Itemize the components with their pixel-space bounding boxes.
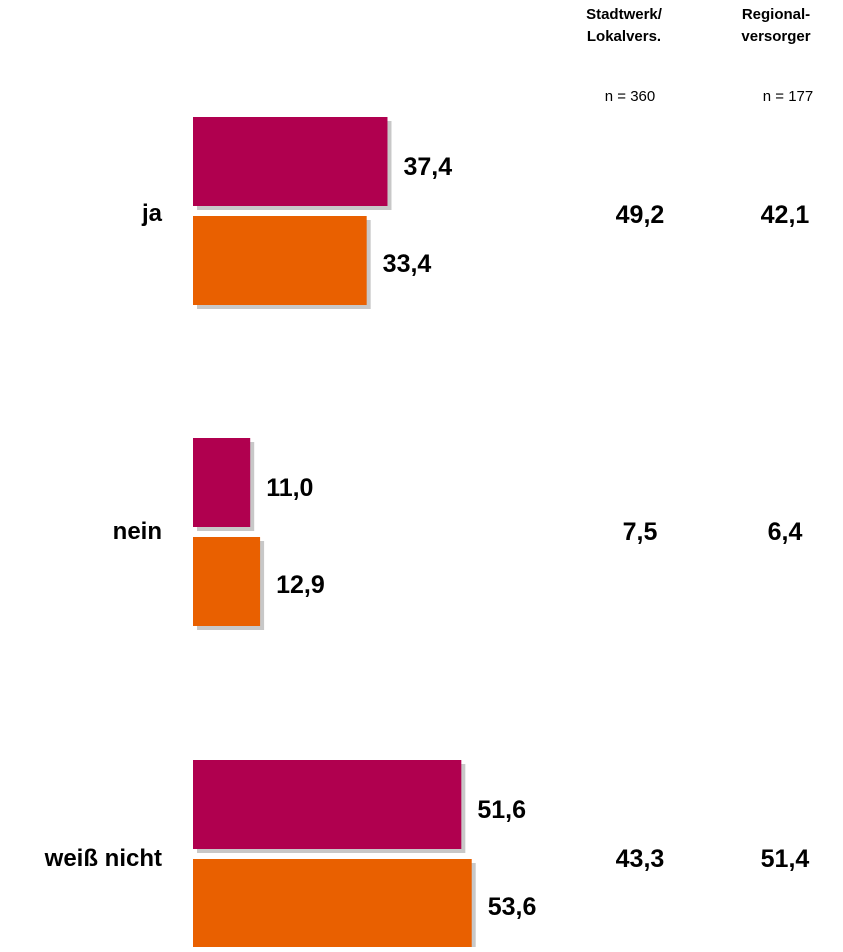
bar-value-label: 11,0 bbox=[266, 474, 313, 502]
column-header-regional: Regional- versorger bbox=[711, 4, 841, 48]
sample-size-regional: n = 177 bbox=[762, 88, 814, 105]
bar-value-label: 33,4 bbox=[383, 250, 432, 278]
regional-value-weiss-nicht: 51,4 bbox=[760, 845, 810, 873]
bar-series1-2 bbox=[193, 760, 462, 849]
column-header-line: Lokalvers. bbox=[586, 28, 662, 45]
column-header-line: Regional- bbox=[741, 6, 811, 23]
bar-series1-1 bbox=[193, 438, 251, 527]
stadtwerk-value-nein: 7,5 bbox=[622, 518, 658, 546]
bar-value-label: 37,4 bbox=[403, 153, 452, 181]
bar-series2-0 bbox=[193, 216, 367, 305]
bar-value-label: 53,6 bbox=[488, 893, 537, 921]
column-header-stadtwerk: Stadtwerk/ Lokalvers. bbox=[559, 4, 689, 48]
category-label-nein: nein bbox=[112, 518, 162, 545]
sample-size-stadtwerk: n = 360 bbox=[604, 88, 656, 105]
category-label-weiss-nicht: weiß nicht bbox=[44, 845, 162, 872]
category-label-ja: ja bbox=[141, 200, 162, 227]
regional-value-nein: 6,4 bbox=[767, 518, 803, 546]
bar-series2-1 bbox=[193, 537, 261, 626]
bar-value-label: 51,6 bbox=[477, 796, 526, 824]
stadtwerk-value-weiss-nicht: 43,3 bbox=[615, 845, 665, 873]
bar-series2-2 bbox=[193, 859, 472, 948]
column-header-line: Stadtwerk/ bbox=[586, 6, 662, 23]
column-header-line: versorger bbox=[741, 28, 811, 45]
regional-value-ja: 42,1 bbox=[760, 201, 810, 229]
bar-series1-0 bbox=[193, 117, 388, 206]
bar-value-label: 12,9 bbox=[276, 571, 325, 599]
stadtwerk-value-ja: 49,2 bbox=[615, 201, 665, 229]
